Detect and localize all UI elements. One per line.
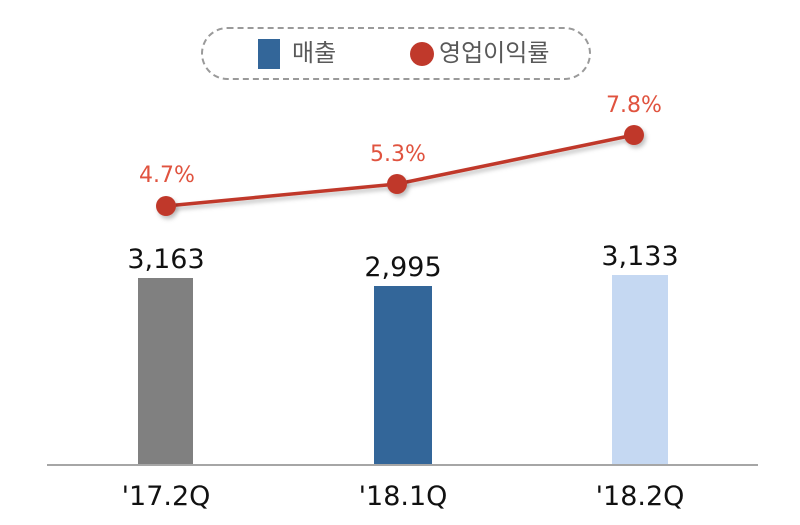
line-point [156,196,176,216]
bar-value-label: 3,133 [601,241,678,272]
x-tick-label: '18.2Q [596,481,685,512]
x-tick-label: '18.1Q [359,481,448,512]
bar-17-2q [138,278,193,465]
legend-line-dot-icon [410,42,434,66]
bar-18-2q [612,275,668,465]
legend: 매출 영업이익률 [201,27,591,80]
line-value-label: 5.3% [370,142,426,167]
legend-bar-swatch-icon [258,39,280,69]
x-tick-label: '17.2Q [122,481,211,512]
legend-line-label: 영업이익률 [439,39,550,67]
bar-value-label: 2,995 [364,252,441,283]
bar-18-1q [374,286,432,465]
line-value-label: 7.8% [606,93,662,118]
line-point [387,174,407,194]
line-point [624,125,644,145]
line-value-label: 4.7% [139,163,195,188]
bar-value-label: 3,163 [127,244,204,275]
legend-bar-label: 매출 [292,39,337,67]
